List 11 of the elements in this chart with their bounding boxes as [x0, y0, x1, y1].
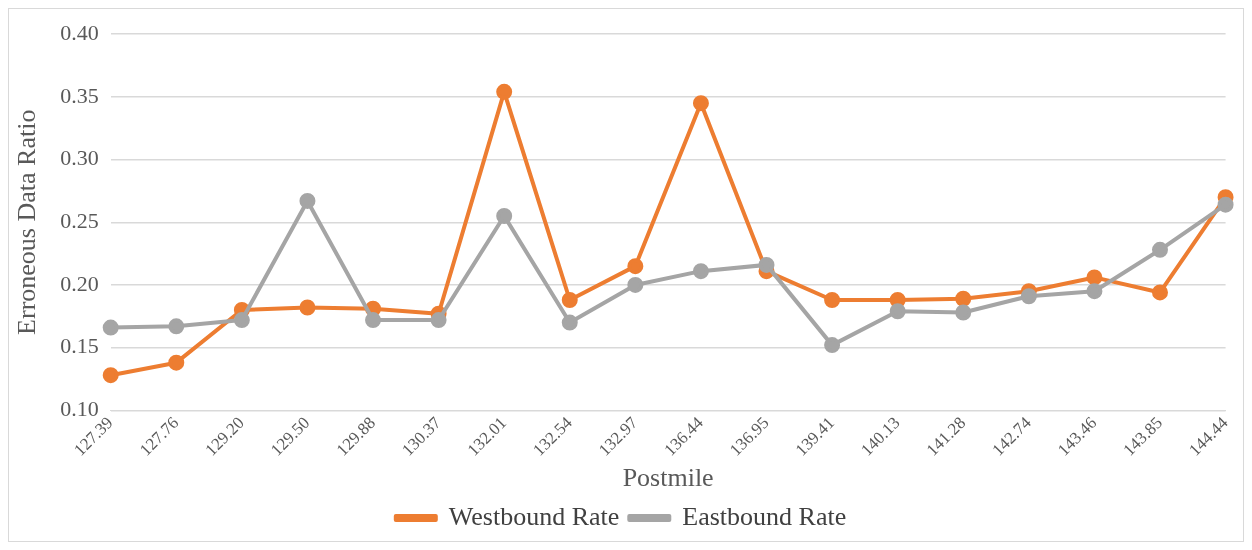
y-tick-label: 0.35 — [60, 82, 99, 108]
y-tick-label: 0.15 — [60, 333, 99, 359]
y-axis-title: Erroneous Data Ratio — [12, 109, 42, 335]
x-axis-title: Postmile — [622, 463, 714, 493]
y-tick-label: 0.40 — [60, 19, 99, 45]
legend-label: Eastbound Rate — [682, 501, 847, 531]
y-tick-label: 0.10 — [60, 396, 99, 422]
legend-label: Westbound Rate — [448, 501, 620, 531]
y-tick-label: 0.20 — [60, 270, 99, 296]
y-tick-label: 0.25 — [60, 208, 99, 234]
y-tick-label: 0.30 — [60, 145, 99, 171]
